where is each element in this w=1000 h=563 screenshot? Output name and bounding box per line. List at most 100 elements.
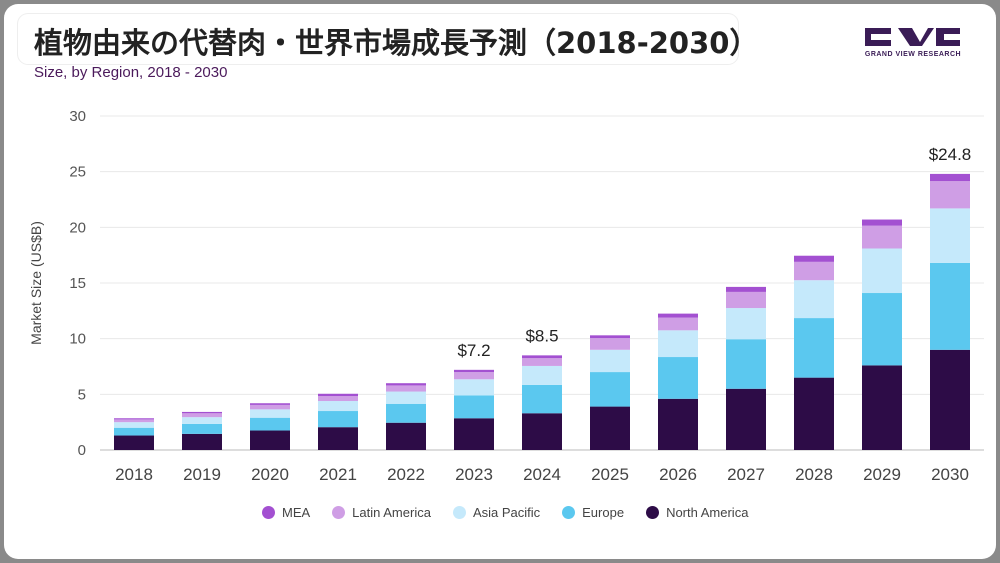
bar-mea-2021 <box>318 393 358 397</box>
bar-latin-america-2024 <box>522 358 562 366</box>
bar-latin-america-2029 <box>862 225 902 249</box>
y-tick-label: 25 <box>69 164 86 181</box>
x-tick-label: 2023 <box>455 465 493 484</box>
legend-label: North America <box>666 505 749 520</box>
legend-label: Latin America <box>352 505 431 520</box>
data-label-2030: $24.8 <box>929 145 972 164</box>
bar-north-america-2023 <box>454 418 494 450</box>
bar-north-america-2028 <box>794 377 834 450</box>
bar-latin-america-2018 <box>114 419 154 423</box>
y-tick-label: 20 <box>69 219 86 236</box>
bar-asia-pacific-2026 <box>658 330 698 358</box>
bar-europe-2030 <box>930 262 970 350</box>
bar-north-america-2021 <box>318 427 358 450</box>
page-title: 植物由来の代替肉・世界市場成長予測（2018-2030） <box>34 26 759 60</box>
bar-mea-2022 <box>386 383 426 386</box>
bar-latin-america-2023 <box>454 372 494 380</box>
bar-asia-pacific-2024 <box>522 365 562 385</box>
bar-europe-2028 <box>794 318 834 378</box>
legend-label: Asia Pacific <box>472 505 541 520</box>
bar-mea-2018 <box>114 418 154 420</box>
bar-europe-2018 <box>114 427 154 436</box>
bar-asia-pacific-2019 <box>182 417 222 424</box>
bar-north-america-2020 <box>250 430 290 450</box>
bar-asia-pacific-2022 <box>386 391 426 404</box>
bar-north-america-2027 <box>726 388 766 450</box>
bar-mea-2030 <box>930 173 970 182</box>
bar-mea-2020 <box>250 403 290 405</box>
bar-mea-2019 <box>182 411 222 414</box>
bar-europe-2026 <box>658 357 698 399</box>
bar-asia-pacific-2030 <box>930 208 970 263</box>
bar-europe-2019 <box>182 423 222 434</box>
bar-mea-2029 <box>862 219 902 226</box>
x-tick-label: 2020 <box>251 465 289 484</box>
legend-item-europe: Europe <box>562 505 624 520</box>
legend-swatch <box>262 506 275 519</box>
legend-label: Europe <box>582 505 625 520</box>
bar-north-america-2029 <box>862 365 902 450</box>
bar-mea-2027 <box>726 286 766 292</box>
x-tick-label: 2027 <box>727 465 765 484</box>
chart-card: 植物由来の代替肉・世界市場成長予測（2018-2030） Size, by Re… <box>4 4 996 559</box>
bar-europe-2023 <box>454 395 494 419</box>
chart-subtitle: Size, by Region, 2018 - 2030 <box>34 64 228 81</box>
logo-text: GRAND VIEW RESEARCH <box>864 51 962 58</box>
bar-latin-america-2027 <box>726 291 766 309</box>
bar-latin-america-2026 <box>658 317 698 331</box>
grand-view-research-logo: GRAND VIEW RESEARCH <box>862 24 964 64</box>
bar-latin-america-2028 <box>794 261 834 281</box>
x-tick-label: 2019 <box>183 465 221 484</box>
legend-item-north-america: North America <box>646 505 748 520</box>
bar-europe-2024 <box>522 384 562 414</box>
chart-legend: MEA Latin America Asia Pacific Europe North … <box>262 505 748 520</box>
bar-asia-pacific-2018 <box>114 422 154 428</box>
bar-mea-2023 <box>454 369 494 373</box>
y-tick-label: 10 <box>69 331 86 348</box>
title-box: 植物由来の代替肉・世界市場成長予測（2018-2030） <box>18 14 758 64</box>
bar-latin-america-2025 <box>590 338 630 350</box>
bar-europe-2020 <box>250 417 290 431</box>
legend-swatch <box>646 506 660 519</box>
bar-north-america-2030 <box>930 349 970 450</box>
y-tick-label: 30 <box>69 108 86 125</box>
bar-europe-2022 <box>386 403 426 423</box>
bar-latin-america-2019 <box>182 413 222 418</box>
bar-asia-pacific-2029 <box>862 248 902 294</box>
legend-label: MEA <box>282 505 311 520</box>
legend-swatch <box>452 506 466 519</box>
data-label-2024: $8.5 <box>525 326 558 345</box>
bar-north-america-2018 <box>114 435 154 450</box>
legend-item-latin-america: Latin America <box>332 505 431 520</box>
bar-latin-america-2022 <box>386 385 426 392</box>
bar-north-america-2024 <box>522 413 562 450</box>
bar-asia-pacific-2027 <box>726 308 766 340</box>
x-tick-label: 2030 <box>931 465 969 484</box>
y-axis-label: Market Size (US$B) <box>28 221 44 345</box>
bar-europe-2025 <box>590 372 630 407</box>
bar-asia-pacific-2020 <box>250 409 290 418</box>
bar-europe-2027 <box>726 339 766 389</box>
legend-item-mea: MEA <box>262 505 310 520</box>
bar-mea-2026 <box>658 313 698 318</box>
bar-asia-pacific-2028 <box>794 280 834 319</box>
bar-mea-2028 <box>794 255 834 262</box>
legend-swatch <box>332 506 346 519</box>
x-tick-label: 2026 <box>659 465 697 484</box>
x-tick-label: 2029 <box>863 465 901 484</box>
y-tick-label: 5 <box>78 386 86 403</box>
bar-north-america-2025 <box>590 406 630 450</box>
bar-latin-america-2030 <box>930 181 970 209</box>
bar-asia-pacific-2021 <box>318 401 358 412</box>
bar-latin-america-2021 <box>318 396 358 402</box>
bar-asia-pacific-2023 <box>454 379 494 396</box>
x-tick-label: 2018 <box>115 465 153 484</box>
y-tick-label: 0 <box>78 442 86 459</box>
legend-swatch <box>562 506 576 519</box>
bar-asia-pacific-2025 <box>590 349 630 373</box>
bar-europe-2029 <box>862 293 902 366</box>
data-label-2023: $7.2 <box>457 341 490 360</box>
legend-item-asia-pacific: Asia Pacific <box>452 505 541 520</box>
x-tick-label: 2025 <box>591 465 629 484</box>
